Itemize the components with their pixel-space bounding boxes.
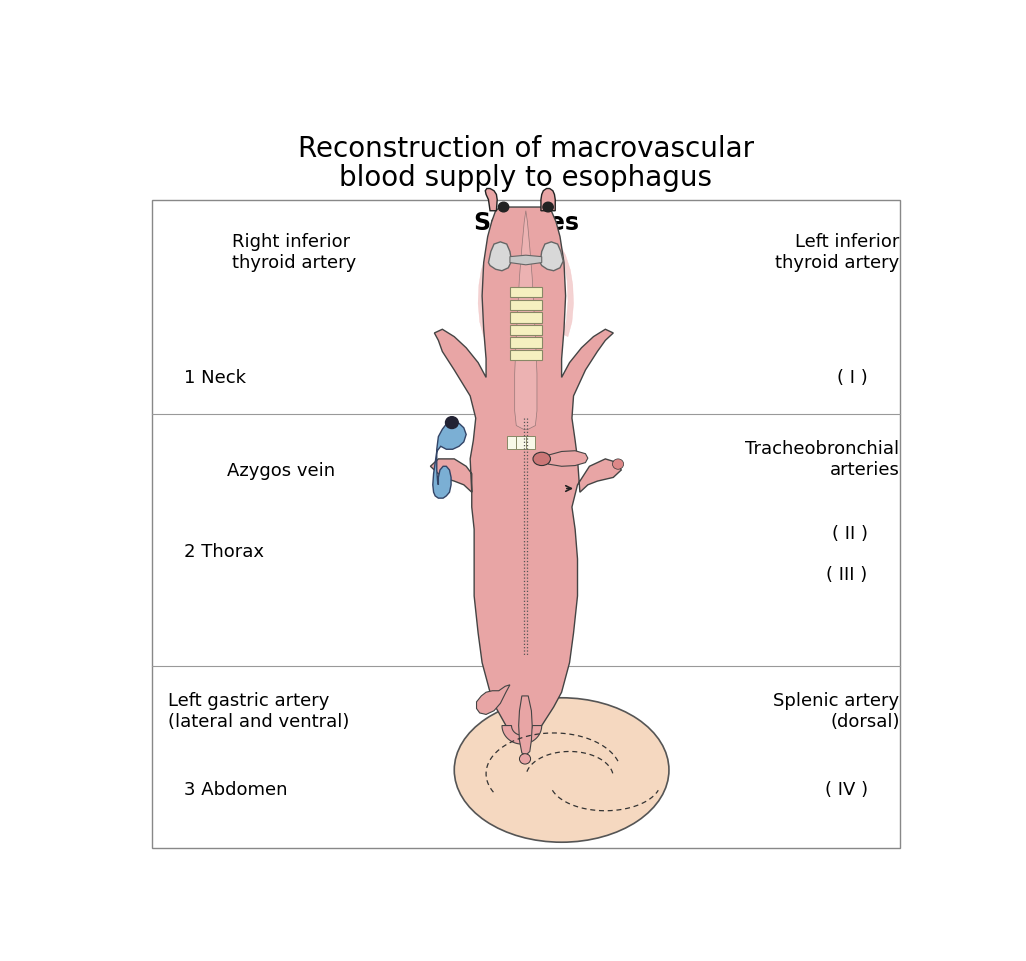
Polygon shape [561, 249, 574, 337]
Polygon shape [540, 242, 563, 271]
Ellipse shape [455, 698, 669, 843]
Text: 3 Abdomen: 3 Abdomen [184, 779, 287, 798]
Polygon shape [548, 452, 588, 467]
Text: Right inferior
thyroid artery: Right inferior thyroid artery [232, 233, 356, 272]
Bar [510, 338, 542, 349]
Polygon shape [433, 423, 466, 499]
Circle shape [499, 203, 509, 212]
Text: 1 Neck: 1 Neck [184, 369, 246, 387]
Bar [510, 287, 542, 298]
Text: 2 Thorax: 2 Thorax [184, 543, 264, 561]
Text: ( II ): ( II ) [832, 525, 868, 542]
Bar [510, 301, 542, 310]
Text: blood supply to esophagus: blood supply to esophagus [340, 164, 712, 192]
Text: Sources: Sources [473, 210, 579, 234]
Polygon shape [541, 189, 555, 211]
Polygon shape [478, 249, 490, 337]
Circle shape [519, 754, 530, 764]
Polygon shape [431, 208, 621, 741]
Text: ( I ): ( I ) [837, 369, 868, 387]
Bar [526, 436, 536, 450]
Polygon shape [519, 696, 532, 755]
Text: Azygos vein: Azygos vein [227, 461, 334, 480]
Bar [510, 351, 542, 361]
Bar [516, 436, 525, 450]
Text: ( III ): ( III ) [827, 565, 868, 583]
Bar [510, 326, 542, 335]
Ellipse shape [532, 453, 551, 466]
Text: Left inferior
thyroid artery: Left inferior thyroid artery [776, 233, 900, 272]
Polygon shape [485, 189, 498, 211]
Polygon shape [515, 211, 537, 430]
Bar [507, 436, 516, 450]
Polygon shape [488, 242, 512, 271]
Text: Reconstruction of macrovascular: Reconstruction of macrovascular [298, 135, 754, 162]
Polygon shape [510, 256, 542, 265]
Polygon shape [502, 726, 542, 744]
Text: Splenic artery
(dorsal): Splenic artery (dorsal) [774, 692, 900, 730]
Text: Left gastric artery
(lateral and ventral): Left gastric artery (lateral and ventral… [168, 692, 350, 730]
Circle shape [613, 459, 624, 470]
Bar [152, 201, 900, 848]
Text: ( IV ): ( IV ) [825, 779, 868, 798]
Circle shape [445, 417, 459, 429]
Bar [510, 313, 542, 323]
Text: Tracheobronchial
arteries: Tracheobronchial arteries [746, 440, 900, 479]
Circle shape [543, 203, 553, 212]
Polygon shape [476, 685, 510, 715]
